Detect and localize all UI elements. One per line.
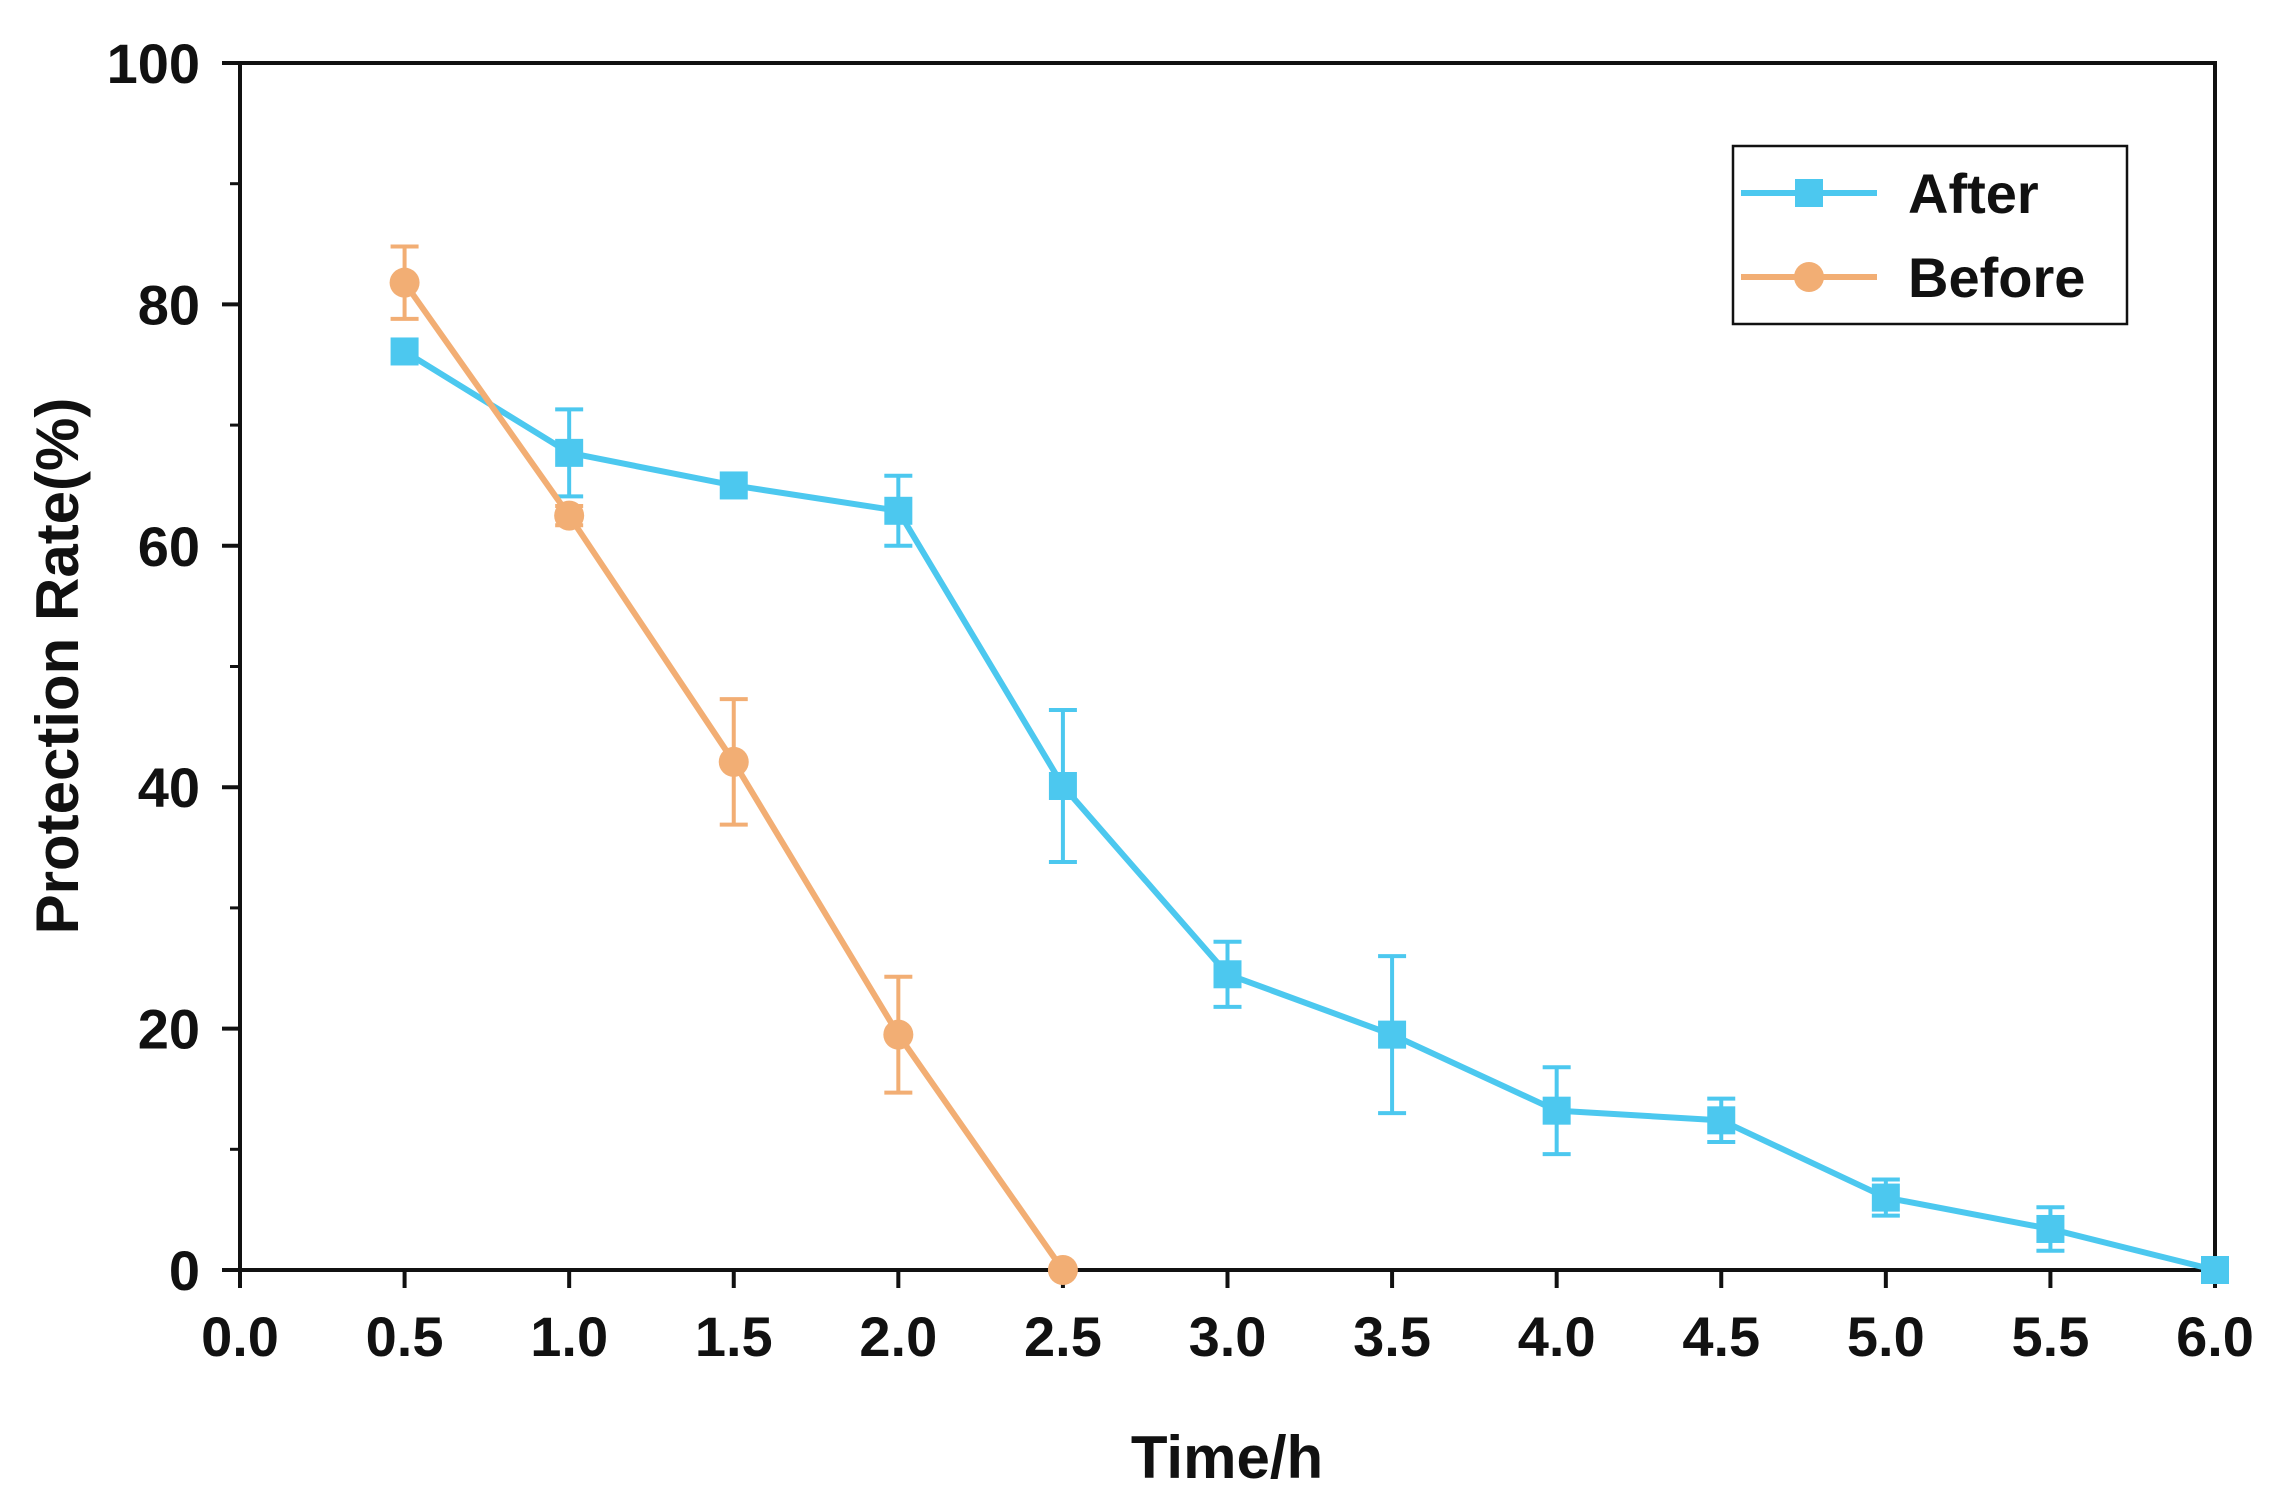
series-after bbox=[390, 337, 2229, 1284]
legend-label-before: Before bbox=[1908, 246, 2085, 309]
data-point-square bbox=[1048, 771, 1077, 800]
data-point-circle bbox=[1047, 1255, 1078, 1285]
x-tick-label: 2.0 bbox=[859, 1305, 937, 1368]
legend-before-circle-marker bbox=[1794, 262, 1824, 292]
y-tick-label: 100 bbox=[107, 32, 200, 95]
legend-after-square-marker bbox=[1795, 179, 1823, 207]
x-tick-label: 6.0 bbox=[2176, 1305, 2254, 1368]
series-line-after bbox=[403, 348, 2216, 1273]
data-point-square bbox=[1213, 960, 1242, 989]
x-tick-label: 4.0 bbox=[1518, 1305, 1596, 1368]
legend-item-before: Before bbox=[1741, 246, 2085, 309]
series-before bbox=[389, 244, 1078, 1285]
legend-label-after: After bbox=[1908, 162, 2039, 225]
data-point-square bbox=[555, 438, 584, 467]
y-tick-label: 80 bbox=[138, 273, 200, 336]
y-tick-label: 20 bbox=[138, 998, 200, 1061]
x-tick-label: 3.5 bbox=[1353, 1305, 1431, 1368]
y-tick-label: 60 bbox=[138, 515, 200, 578]
data-point-square bbox=[2036, 1214, 2065, 1243]
data-point-square bbox=[884, 496, 913, 525]
data-point-circle bbox=[883, 1019, 914, 1050]
x-tick-label: 5.0 bbox=[1847, 1305, 1925, 1368]
x-tick-label: 0.0 bbox=[201, 1305, 279, 1368]
legend-box bbox=[1731, 144, 2129, 326]
x-tick-label: 4.5 bbox=[1682, 1305, 1760, 1368]
data-point-square bbox=[1378, 1020, 1407, 1049]
y-tick-label: 0 bbox=[169, 1239, 200, 1302]
data-point-square bbox=[1707, 1106, 1736, 1135]
data-point-circle bbox=[554, 500, 585, 531]
y-tick-label: 40 bbox=[138, 756, 200, 819]
x-tick-label: 2.5 bbox=[1024, 1305, 1102, 1368]
axis-tick-labels: 0.0 0.5 1.0 1.5 2.0 2.5 3.0 3.5 4.0 4.5 5.0 5.5 6.0 0… bbox=[107, 32, 2254, 1368]
data-point-square bbox=[719, 471, 748, 500]
data-point-circle bbox=[389, 267, 420, 298]
x-tick-label: 1.0 bbox=[530, 1305, 608, 1368]
data-point-square bbox=[2201, 1256, 2229, 1284]
data-point-square bbox=[390, 337, 419, 366]
legend-item-after: After bbox=[1741, 162, 2039, 225]
data-point-square bbox=[1542, 1096, 1571, 1125]
series-layer bbox=[389, 244, 2229, 1285]
y-axis-title: Protection Rate(%) bbox=[24, 398, 91, 935]
x-axis-title: Time/h bbox=[1131, 1424, 1323, 1491]
x-tick-label: 1.5 bbox=[695, 1305, 773, 1368]
x-tick-label: 3.0 bbox=[1189, 1305, 1267, 1368]
x-tick-label: 0.5 bbox=[366, 1305, 444, 1368]
legend: After Before bbox=[1731, 144, 2129, 326]
data-point-square bbox=[1871, 1183, 1900, 1212]
x-tick-label: 5.5 bbox=[2011, 1305, 2089, 1368]
data-point-circle bbox=[718, 746, 749, 777]
